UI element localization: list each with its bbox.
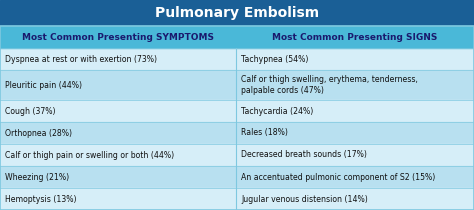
Text: Decreased breath sounds (17%): Decreased breath sounds (17%): [241, 151, 367, 160]
Text: Jugular venous distension (14%): Jugular venous distension (14%): [241, 194, 368, 203]
Bar: [0, 26, 474, 210]
Bar: [236, 70, 474, 100]
Text: Hemoptysis (13%): Hemoptysis (13%): [5, 194, 76, 203]
Bar: [236, 122, 474, 144]
Bar: [236, 166, 474, 188]
Text: Pleuritic pain (44%): Pleuritic pain (44%): [5, 80, 82, 89]
Text: Pulmonary Embolism: Pulmonary Embolism: [155, 6, 319, 20]
Bar: [236, 100, 474, 122]
Text: Orthopnea (28%): Orthopnea (28%): [5, 129, 72, 138]
Text: Calf or thigh pain or swelling or both (44%): Calf or thigh pain or swelling or both (…: [5, 151, 174, 160]
Bar: [0, 100, 236, 122]
Bar: [0, 48, 236, 70]
Text: Rales (18%): Rales (18%): [241, 129, 288, 138]
Text: Most Common Presenting SYMPTOMS: Most Common Presenting SYMPTOMS: [22, 33, 214, 42]
Bar: [236, 144, 474, 166]
Bar: [236, 48, 474, 70]
Text: An accentuated pulmonic component of S2 (15%): An accentuated pulmonic component of S2 …: [241, 172, 435, 181]
Text: Calf or thigh swelling, erythema, tenderness,
palpable cords (47%): Calf or thigh swelling, erythema, tender…: [241, 75, 418, 95]
Text: Cough (37%): Cough (37%): [5, 106, 55, 116]
Bar: [0, 122, 236, 144]
Text: Most Common Presenting SIGNS: Most Common Presenting SIGNS: [272, 33, 438, 42]
Bar: [0, 70, 236, 100]
Bar: [0, 0, 474, 26]
Bar: [0, 144, 236, 166]
Bar: [0, 26, 474, 48]
Bar: [236, 188, 474, 210]
Text: Dyspnea at rest or with exertion (73%): Dyspnea at rest or with exertion (73%): [5, 55, 157, 63]
Text: Tachypnea (54%): Tachypnea (54%): [241, 55, 309, 63]
Text: Tachycardia (24%): Tachycardia (24%): [241, 106, 313, 116]
Bar: [0, 166, 236, 188]
Bar: [0, 188, 236, 210]
Text: Wheezing (21%): Wheezing (21%): [5, 172, 69, 181]
